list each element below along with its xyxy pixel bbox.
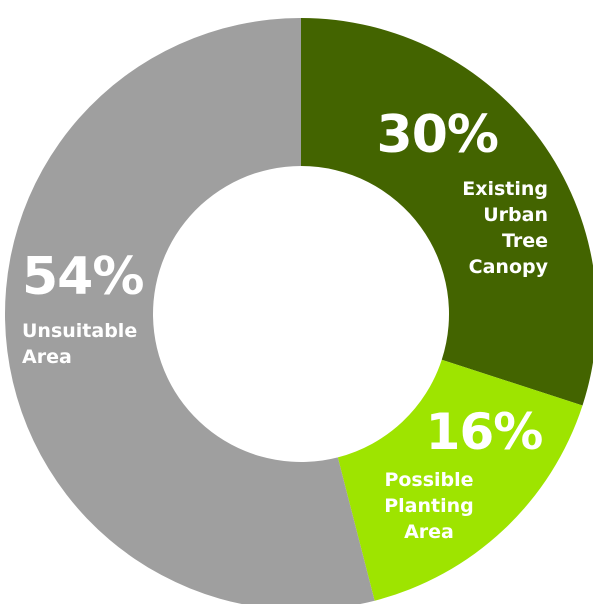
- slice-label: Existing Urban Tree Canopy: [462, 178, 548, 278]
- slice-label-line: Area: [22, 346, 72, 368]
- chart-slices: [5, 18, 593, 604]
- slice-label-line: Canopy: [469, 256, 549, 278]
- slice-label-line: Planting: [384, 495, 474, 517]
- value-label: 54%: [22, 247, 143, 307]
- slice-label-line: Area: [404, 521, 454, 543]
- slice-unsuitable-area: [5, 18, 375, 604]
- chart-labels: 30% Existing Urban Tree Canopy 16% Possible Pla…: [22, 105, 549, 543]
- slice-possible-planting-area: [337, 359, 583, 601]
- slice-label-line: Unsuitable: [22, 320, 137, 342]
- slice-label-line: Possible: [384, 469, 473, 491]
- slice-label: Unsuitable Area: [22, 320, 137, 368]
- slice-existing-urban-tree-canopy: [301, 18, 593, 406]
- slice-label-line: Urban: [483, 204, 548, 226]
- value-label: 30%: [377, 105, 498, 165]
- slice-label-line: Tree: [502, 230, 548, 252]
- value-label: 16%: [426, 403, 543, 461]
- slice-label: Possible Planting Area: [384, 469, 474, 543]
- slice-label-line: Existing: [462, 178, 548, 200]
